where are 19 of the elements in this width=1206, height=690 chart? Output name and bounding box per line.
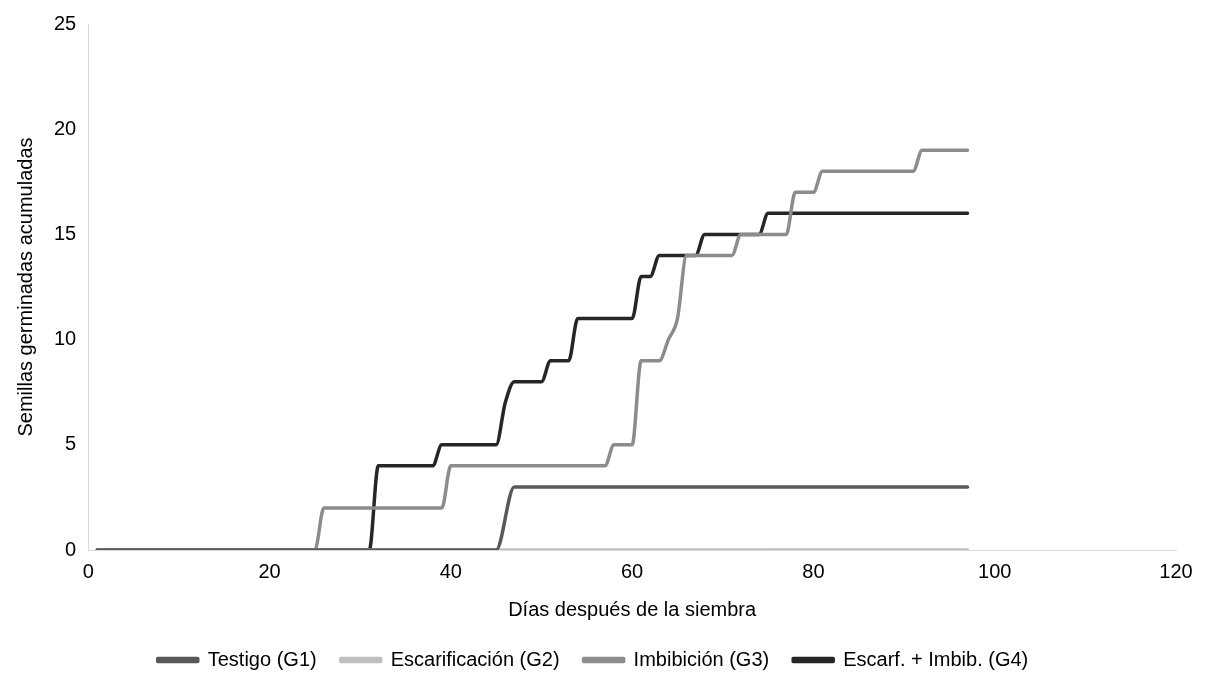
legend-label: Imbibición (G3) — [633, 647, 770, 670]
x-tick-label: 40 — [439, 559, 462, 582]
y-axis-title: Semillas germinadas acumuladas — [13, 137, 36, 437]
y-tick-label: 20 — [54, 116, 77, 139]
x-tick-label: 20 — [258, 559, 281, 582]
x-tick-label: 120 — [1159, 559, 1193, 582]
y-tick-label: 10 — [54, 327, 77, 350]
legend-label: Escarf. + Imbib. (G4) — [843, 647, 1029, 670]
x-axis-title: Días después de la siembra — [508, 597, 757, 620]
y-tick-label: 15 — [54, 221, 77, 244]
y-tick-label: 5 — [65, 432, 77, 455]
x-tick-label: 80 — [802, 559, 825, 582]
legend-label: Testigo (G1) — [207, 647, 317, 670]
x-tick-label: 60 — [621, 559, 644, 582]
y-tick-label: 0 — [65, 537, 77, 560]
legend-label: Escarificación (G2) — [390, 647, 560, 670]
x-tick-label: 100 — [978, 559, 1012, 582]
x-tick-label: 0 — [82, 559, 94, 582]
y-tick-label: 25 — [54, 11, 77, 34]
